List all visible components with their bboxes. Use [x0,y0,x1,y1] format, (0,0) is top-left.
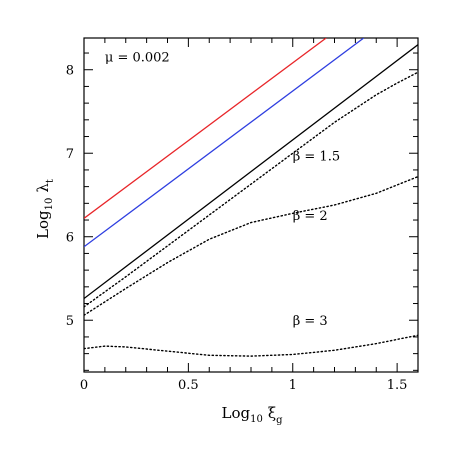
ticks-group [83,38,419,372]
y-axis-title: Log10 λt [34,179,56,239]
series-line-black [84,44,418,300]
series-line-blue [84,38,365,248]
y-axis-title-subscript: t [45,179,56,183]
series-line-dot-b3 [84,334,418,357]
x-tick-label: 0 [80,378,88,393]
annotation-b2: β = 2 [293,209,328,224]
y-tick-label: 8 [66,64,74,79]
x-tick-label: 0.5 [178,378,199,393]
y-axis-title-symbol: λ [34,183,52,193]
series-line-dot-b2 [84,175,418,316]
series-group [84,38,418,357]
x-tick-label: 1 [289,378,297,393]
x-axis-title-subscript: g [276,415,283,426]
x-axis-title: Log10 ξg [222,404,284,426]
annotation-mu: μ = 0.002 [105,50,170,65]
x-tick-label: 1.5 [387,378,408,393]
x-axis-title-prefix: Log [222,404,251,422]
tick-labels-group: 0 0.5 1 1.5 5 6 7 8 [66,64,408,393]
y-tick-label: 7 [66,147,74,162]
plot-frame-group [83,37,419,373]
series-line-dot-b15 [84,71,418,308]
x-axis-title-symbol: ξ [268,404,276,422]
y-tick-label: 6 [66,231,74,246]
annotation-b15: β = 1.5 [293,150,340,165]
y-axis-title-prefix: Log [34,210,52,239]
y-axis-title-base: 10 [44,198,55,211]
plot-frame [83,37,419,373]
x-axis-title-base: 10 [250,414,263,425]
annotation-b3: β = 3 [293,314,328,329]
annotations-group: μ = 0.002 β = 1.5 β = 2 β = 3 [105,50,340,329]
y-tick-label: 5 [66,314,74,329]
series-line-red [84,38,327,219]
